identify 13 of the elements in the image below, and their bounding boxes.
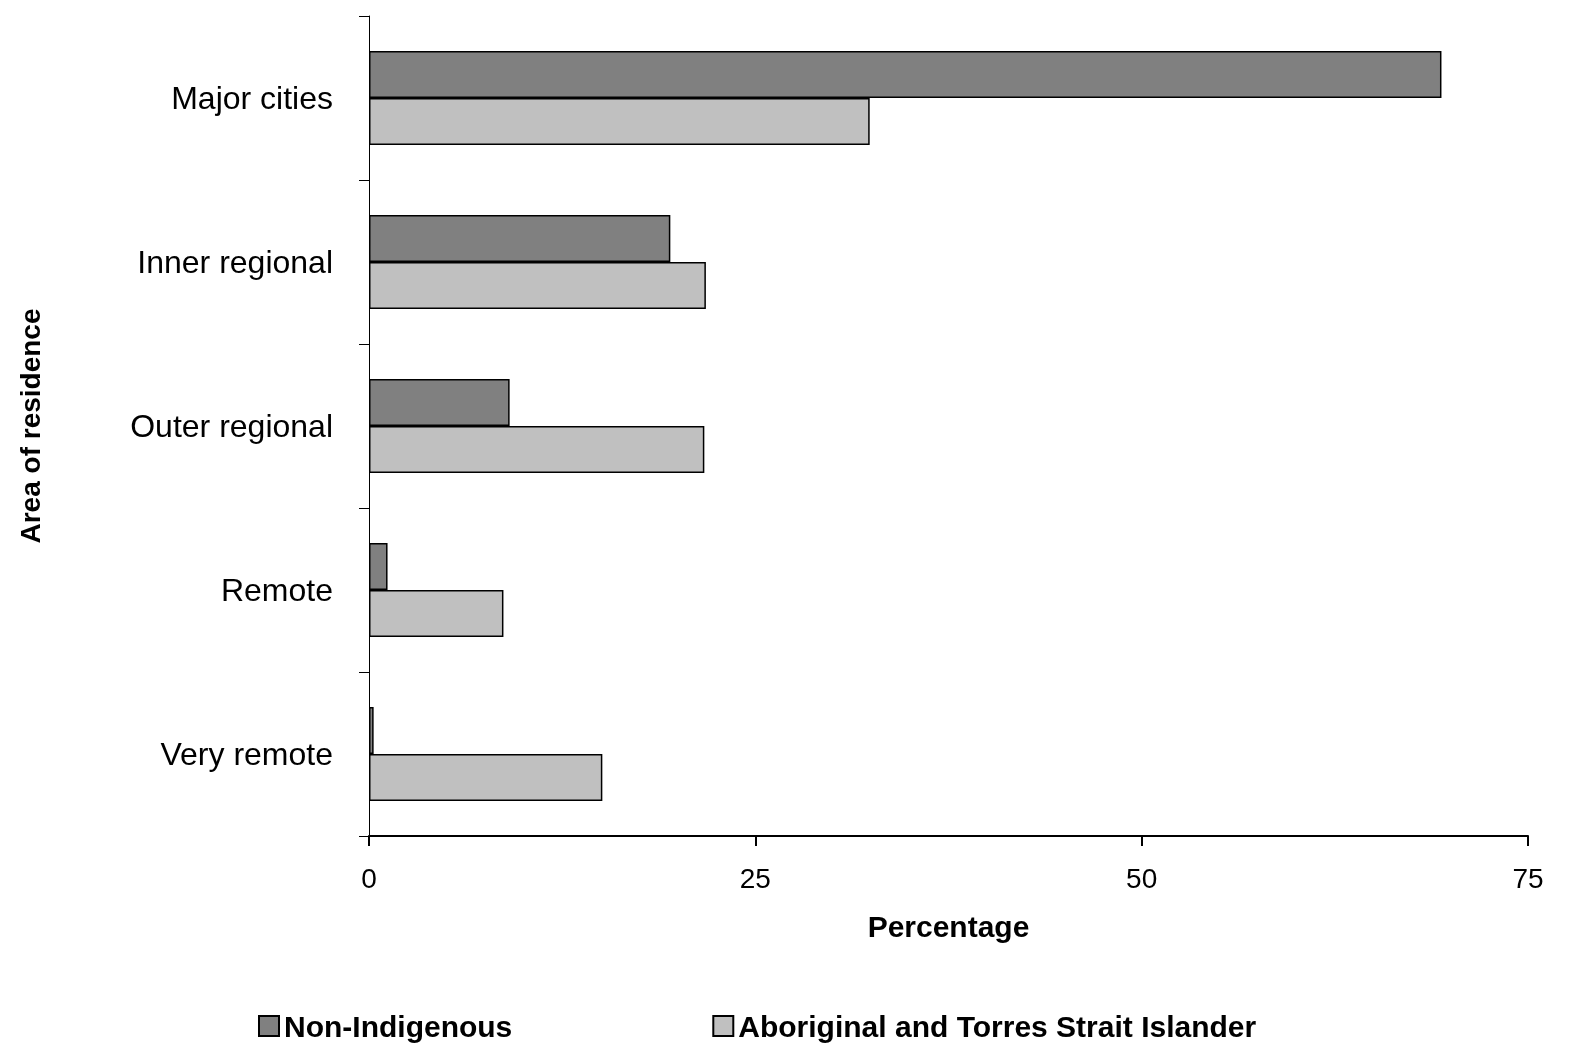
y-tick-label: Remote [220,572,333,608]
x-tick-label: 25 [739,862,771,894]
x-axis-title: Percentage [867,909,1030,943]
y-axis-title: Area of residence [14,308,46,544]
legend-label: Aboriginal and Torres Strait Islander [738,1009,1257,1043]
x-tick-label: 50 [1126,862,1158,894]
y-tick-label: Major cities [171,80,333,116]
y-tick-label: Outer regional [130,408,333,444]
x-tick-label: 0 [361,862,377,894]
legend-label: Non-Indigenous [284,1009,513,1043]
y-tick-label: Very remote [160,736,333,772]
y-tick-label: Inner regional [137,244,333,280]
x-tick-label: 75 [1512,862,1544,894]
